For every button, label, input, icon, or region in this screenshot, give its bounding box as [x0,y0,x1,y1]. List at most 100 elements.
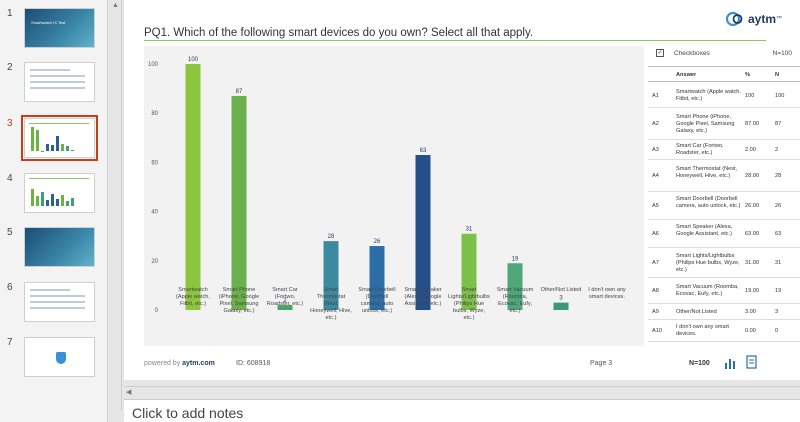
slide-thumbnail-5[interactable]: 5 [0,227,108,273]
slide-thumbnail-4[interactable]: 4 [0,173,108,219]
results-table: ✓ Checkboxes N=100 Answer % N A1 Smartwat… [648,44,800,350]
table-column-headers: Answer % N [648,66,800,82]
answer-count: 100 [775,92,785,99]
slide-preview[interactable] [21,115,98,161]
bar-chart-svg: 0 20 40 60 80 100 100 87 2 28 26 63 31 19 3 [148,57,569,314]
answer-text: Smart Vacuum (Roomba, Ecovac, Eufy, etc.… [676,284,739,297]
table-row: A1 Smartwatch (Apple watch, Fitbit, etc.)… [648,84,800,108]
notes-pane[interactable]: Click to add notes [124,399,800,422]
slide-preview-title: Smartwatch IX Test [31,20,66,25]
slide-preview[interactable] [24,337,95,377]
bar-value-label: 2 [283,298,287,304]
preview-text-line [30,307,85,309]
preview-bar [41,191,44,206]
bar-value-label: 100 [188,57,199,63]
table-row: A10 I don't own any smart devices. 0.00 0 [648,320,800,342]
document-icon[interactable] [746,355,758,369]
powered-by-brand: aytm.com [182,360,215,367]
preview-bar [71,150,74,151]
y-tick-label: 80 [151,111,158,117]
preview-title-rule [29,123,89,124]
column-n: N [775,72,780,78]
answer-code: A6 [652,230,659,237]
slide-number: 4 [7,173,13,184]
preview-bar [61,195,64,206]
slide-thumbnail-6[interactable]: 6 [0,282,108,328]
footer-sample-size: N=100 [689,360,710,367]
x-category-label: Smart Car (Fortwo, Roadster, etc.) [266,287,304,307]
slide-thumbnail-2[interactable]: 2 [0,62,108,108]
preview-bar [46,200,49,206]
answer-code: A3 [652,146,659,153]
bar-chart-icon[interactable] [724,357,736,369]
bar [461,233,477,310]
x-category-label: I don't own any smart devices. [588,287,626,300]
preview-logo-icon [56,352,66,364]
bar-value-label: 31 [466,227,473,233]
powered-by: powered by aytm.com [144,360,215,367]
scroll-up-arrow-icon[interactable]: ▲ [112,2,119,9]
answer-code: A1 [652,92,659,99]
logo-trademark: ™ [776,16,782,22]
y-tick-label: 40 [151,210,158,216]
notes-placeholder[interactable]: Click to add notes [132,405,244,421]
preview-text-line [30,289,70,291]
answer-code: A4 [652,172,659,179]
horizontal-scrollbar[interactable]: ◀ [124,386,800,398]
answer-count: 2 [775,146,779,153]
answer-text: Smart Thermostat (Nest, Honeywell, Hive,… [676,165,738,179]
answer-count: 87 [775,120,782,127]
preview-bar [56,135,59,151]
slide-preview[interactable] [24,173,95,213]
bar-value-label: 63 [420,148,427,154]
bar-value-label: 19 [512,256,519,262]
slide-preview[interactable]: Smartwatch IX Test [24,8,95,48]
bar [185,64,201,310]
answer-text: Smart Phone (iPhone, Google Pixel, Samsu… [676,113,735,134]
slide-number: 6 [7,282,13,293]
answer-percent: 3.00 [745,308,756,315]
bar [507,263,523,310]
sample-size-label: N=100 [772,50,792,57]
bar [553,302,569,310]
answer-code: A8 [652,287,659,294]
aytm-logo-icon [725,11,743,27]
answer-text: Smartwatch (Apple watch, Fitbit, etc.) [676,89,741,102]
slide-number: 1 [7,8,13,19]
slide-thumbnail-3[interactable]: 3 [0,115,108,164]
slide-number: 5 [7,227,13,238]
x-category-label: Smart Lights/Lightbulbs (Philips Hue bul… [448,287,490,321]
preview-bar [71,197,74,206]
question-title: PQ1. Which of the following smart device… [144,27,534,39]
bar-value-label: 26 [374,239,381,245]
slide-footer: powered by aytm.com ID: 608918 Page 3 N=… [124,352,800,380]
preview-bar [61,143,64,151]
preview-text-line [30,301,85,303]
preview-bar [46,144,49,151]
answer-percent: 0.00 [745,327,756,334]
slide-thumbnail-7[interactable]: 7 [0,337,108,383]
slide-canvas[interactable]: aytm ™ PQ1. Which of the following smart… [124,0,800,380]
slide-preview[interactable] [24,62,95,102]
scroll-left-arrow-icon[interactable]: ◀ [126,389,132,396]
slide-preview[interactable] [24,227,95,267]
preview-bar [56,198,59,206]
table-row: A4 Smart Thermostat (Nest, Honeywell, Hiv… [648,160,800,192]
bar [415,155,431,310]
bar [323,241,339,310]
preview-bar [51,194,54,206]
page-number: Page 3 [590,360,613,367]
thumbnail-scrollbar[interactable]: ▲ [110,0,122,410]
slide-preview[interactable] [24,282,95,322]
table-row: A6 Smart Speaker (Alexa, Google Assistant… [648,220,800,248]
table-row: A8 Smart Vacuum (Roomba, Ecovac, Eufy, et… [648,278,800,304]
slide-thumbnail-1[interactable]: 1 Smartwatch IX Test [0,8,108,54]
preview-bar [31,189,34,206]
bar [231,95,247,310]
title-divider [144,40,766,41]
table-row: A9 Other/Not Listed 3.00 3 [648,304,800,320]
preview-text-line [30,81,85,83]
answer-code: A7 [652,259,659,266]
answer-percent: 100 [745,92,755,99]
answer-count: 31 [775,259,782,266]
